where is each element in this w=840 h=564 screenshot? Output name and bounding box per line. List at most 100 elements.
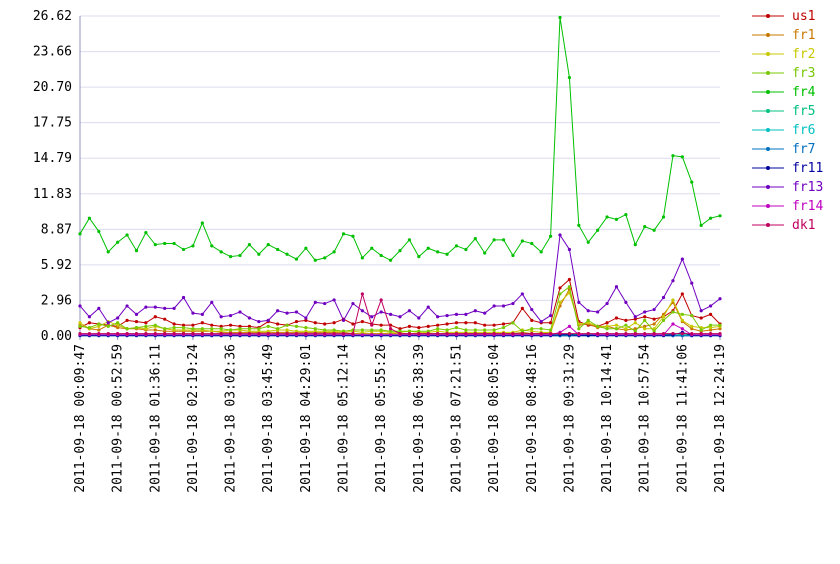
data-point [407,331,412,336]
data-point [426,331,430,336]
data-point [398,329,402,333]
data-point [520,329,524,333]
data-point [78,321,82,325]
data-point [191,244,195,248]
data-point [238,310,242,314]
data-point [247,329,252,333]
data-point [690,331,694,336]
data-point [492,328,496,332]
data-point [341,331,346,336]
data-point [464,331,468,336]
data-point [426,329,430,333]
data-point [78,331,82,336]
y-tick-label: 26.62 [33,9,72,24]
data-point [144,331,148,336]
data-point [690,324,694,328]
series-line [79,233,721,324]
y-tick-label: 14.79 [33,151,72,166]
data-point [614,327,619,331]
data-point [671,279,675,283]
data-point [567,324,572,328]
data-point [247,316,252,320]
data-point [671,298,675,302]
data-point [323,301,327,306]
x-tick-label: 2011-09-18 07:21:51 [449,344,464,493]
data-point [144,324,148,328]
data-point [238,327,242,331]
data-point [643,225,647,229]
data-point [539,331,543,336]
data-point [285,323,289,327]
data-point [643,331,647,336]
legend-entry: fr7 [752,142,815,157]
data-point [596,310,600,314]
data-point [144,327,148,331]
data-point [652,331,656,336]
data-point [200,312,204,316]
data-point [407,309,412,313]
data-point [304,329,308,333]
data-point [501,331,506,336]
data-point [313,327,317,331]
data-point [388,329,393,333]
data-point [633,315,637,319]
data-point [511,321,515,325]
data-point [313,258,317,262]
data-point [643,327,647,331]
x-tick-label: 2011-09-18 10:14:41 [600,344,615,493]
data-point [530,329,534,333]
series [78,15,722,262]
data-point [680,257,684,261]
data-point [172,241,176,246]
legend-marker [766,71,770,75]
data-point [548,328,553,332]
legend-entry: fr6 [752,123,815,138]
data-point [153,243,157,247]
legend-entry: fr5 [752,104,815,119]
data-point [708,331,713,336]
data-point [520,239,524,243]
y-tick-label: 11.83 [33,187,72,202]
data-point [163,317,167,321]
data-point [652,329,656,333]
data-point [454,244,459,248]
legend-marker [766,204,770,208]
data-point [652,317,656,321]
data-point [276,322,280,326]
x-tick-label: 2011-09-18 10:57:54 [638,344,653,493]
legend-label: fr2 [792,47,815,62]
data-point [558,292,562,296]
x-tick-label: 2011-09-18 08:05:04 [487,344,502,493]
data-point [436,327,440,331]
data-point [332,298,336,302]
data-point [464,321,468,325]
data-point [530,318,534,322]
data-point [266,324,270,328]
data-point [163,331,167,336]
data-point [238,253,242,258]
data-point [624,331,628,336]
data-point [633,321,637,325]
data-point [388,327,393,331]
data-point [172,322,176,326]
data-point [323,256,327,260]
data-point [633,243,637,247]
data-point [276,331,280,336]
legend-label: fr3 [792,66,815,81]
legend-label: us1 [792,9,815,24]
data-point [718,327,722,331]
data-point [501,304,506,308]
data-point [87,325,92,330]
data-point [238,331,242,336]
data-point [163,306,167,310]
data-point [323,322,327,326]
data-point [511,253,515,258]
data-point [219,327,223,331]
data-point [228,313,233,318]
data-point [144,321,148,325]
data-point [426,246,430,250]
data-point [210,323,214,327]
data-point [436,315,440,319]
